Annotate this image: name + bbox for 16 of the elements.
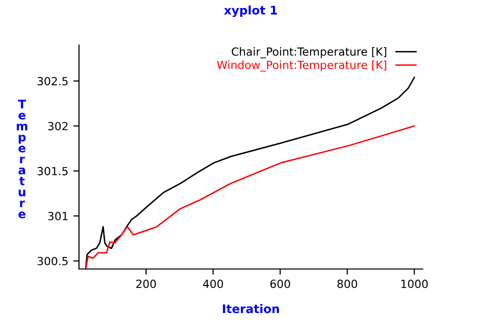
legend-label: Chair_Point:Temperature [K] [232, 47, 386, 58]
x-tick-label: 1000 [401, 280, 428, 288]
y-tick-label: 300.5 [38, 256, 68, 266]
x-tick-label: 800 [337, 280, 358, 288]
legend-label: Window_Point:Temperature [K] [216, 60, 386, 72]
x-tick-label: 200 [136, 280, 156, 288]
x-tick-label: 600 [270, 280, 290, 288]
chart-title: xyplot 1 [224, 5, 277, 17]
text: Temperature [16, 100, 28, 218]
y-tick-label: 302 [48, 122, 68, 130]
y-tick-label: 302.5 [38, 76, 68, 86]
x-tick-label: 400 [203, 280, 223, 288]
y-tick-label: 301 [48, 212, 68, 220]
x-axis-title: Iteration [222, 304, 279, 314]
y-tick-label: 301.5 [38, 166, 68, 176]
line-series [85, 125, 416, 269]
